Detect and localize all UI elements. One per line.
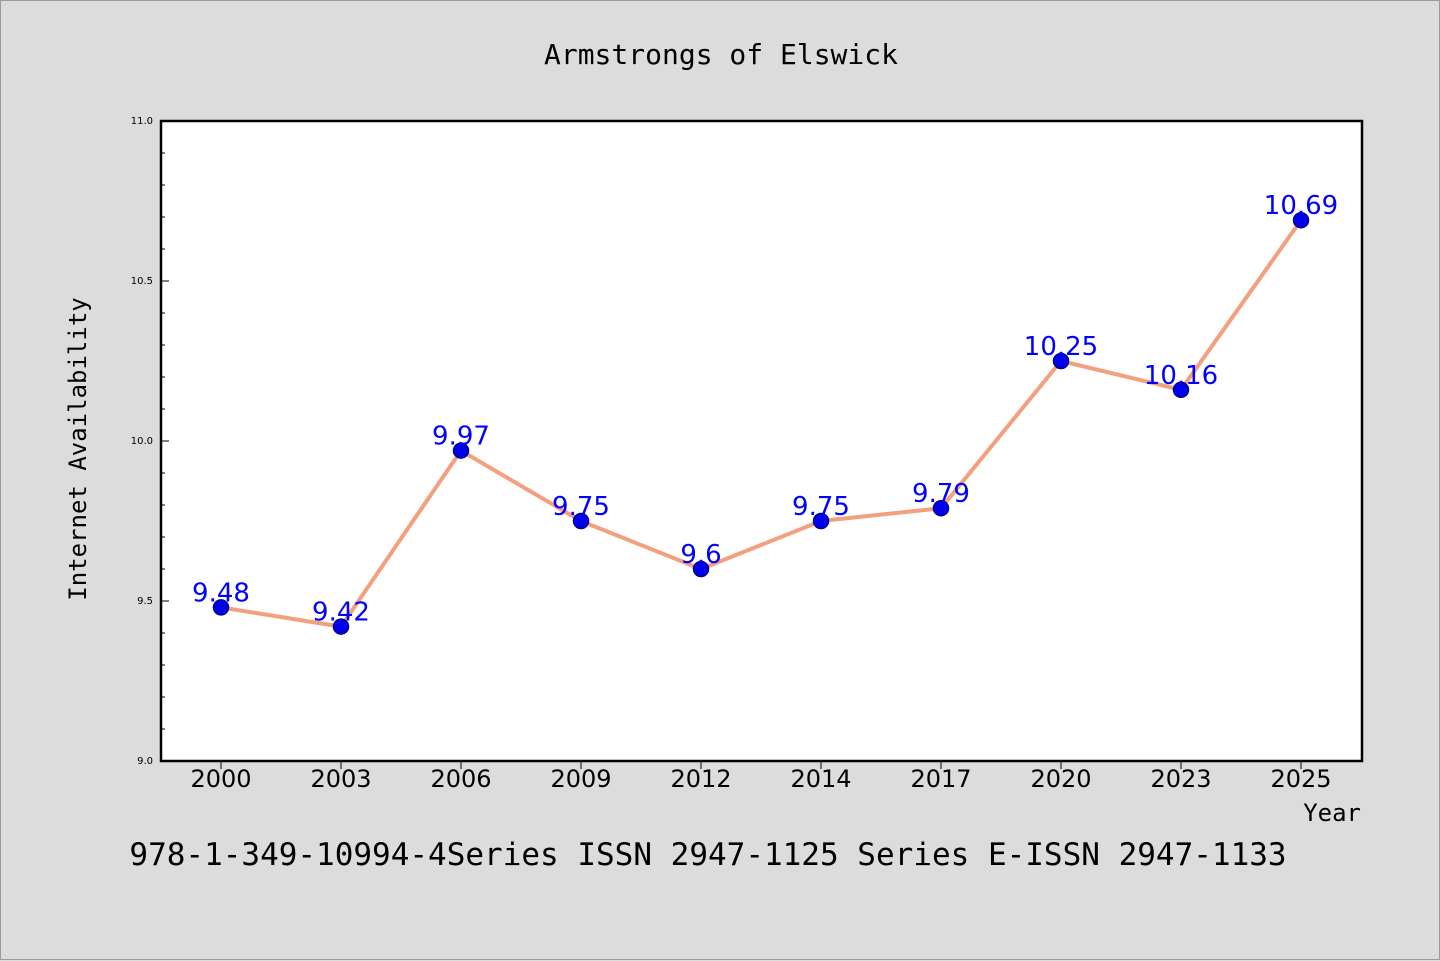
footer-isbn-issn: 978-1-349-10994-4Series ISSN 2947-1125 S… [129,837,1286,873]
data-point [332,618,350,635]
y-axis-label: Internet Availability [64,297,92,600]
data-point [812,512,830,530]
data-label: 10.16 [1144,361,1218,391]
x-tick-label: 2003 [310,765,371,793]
data-label: 9.42 [312,598,370,628]
data-labels: 9.48 9.42 9.97 9.75 9.6 9.75 9.79 10.25 10.16 10.… [192,191,1338,627]
data-label: 9.79 [912,479,970,509]
data-label: 9.48 [192,578,250,608]
series-line [220,219,1303,629]
x-tick-label: 2014 [790,765,851,793]
y-tick-label: 10.0 [131,436,153,447]
data-point [572,512,590,530]
y-tick-label: 9.5 [137,596,153,607]
y-tick-label: 9.0 [137,756,153,767]
data-label: 9.6 [680,540,721,570]
data-label: 9.75 [792,492,850,522]
x-tick-label: 2012 [670,765,731,793]
data-point [452,442,470,459]
data-point [212,599,230,616]
data-label: 9.75 [552,492,610,522]
data-label: 10.69 [1264,191,1338,221]
data-point [1292,211,1310,229]
x-tick-label: 2020 [1030,765,1091,793]
data-label: 9.97 [432,422,490,452]
series-markers [212,211,1310,635]
x-axis: 2000 2003 2006 2009 2012 2014 2017 2020 2023 2025 [190,761,1332,793]
x-tick-label: 2025 [1270,765,1331,793]
x-tick-label: 2009 [550,765,611,793]
plot-area [161,121,1362,761]
data-point [1052,352,1070,370]
y-tick-label: 11.0 [131,116,153,127]
data-point [1172,381,1190,399]
data-point [692,560,710,578]
data-label: 10.25 [1024,332,1098,362]
x-axis-label: Year [1303,799,1361,827]
x-tick-label: 2023 [1150,765,1211,793]
chart-title: Armstrongs of Elswick [544,38,898,71]
y-tick-label: 10.5 [131,276,153,287]
x-tick-label: 2017 [910,765,971,793]
x-tick-label: 2006 [430,765,491,793]
plot-border [159,119,1364,763]
x-tick-label: 2000 [190,765,251,793]
data-point [932,499,950,517]
